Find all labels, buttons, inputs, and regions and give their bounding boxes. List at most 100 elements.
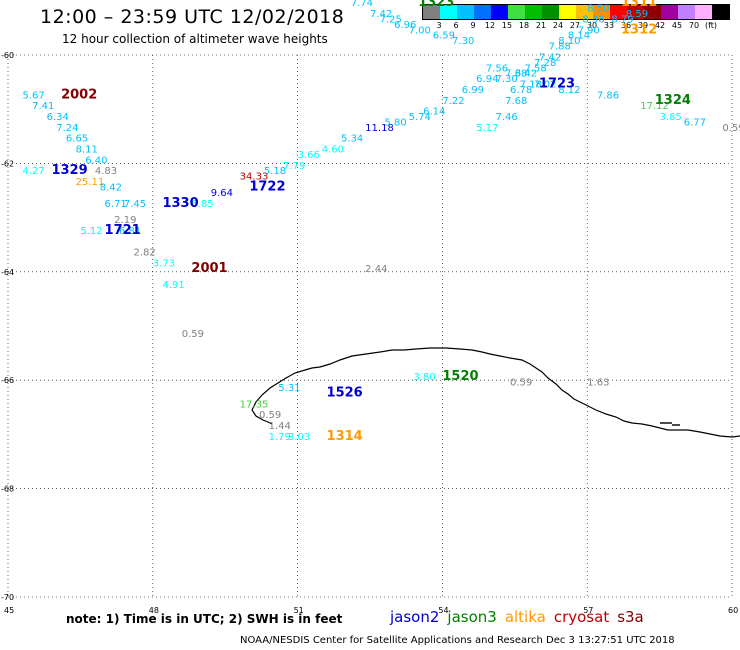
color-scale-label: 6 <box>453 21 459 30</box>
color-swatch <box>474 5 491 19</box>
note-text: note: 1) Time is in UTC; 2) SWH is in fe… <box>66 612 343 626</box>
wave-height-value: 8.14 <box>568 31 590 42</box>
wave-height-value: 7.88 <box>549 42 571 53</box>
wave-height-value: 7.28 <box>534 58 556 69</box>
wave-height-value: 6.85 <box>191 199 213 210</box>
wave-height-value: 4.27 <box>22 166 44 177</box>
wave-height-value: 8.10 <box>558 36 580 47</box>
wave-height-value: 34.33 <box>240 172 269 183</box>
color-swatch <box>661 5 678 19</box>
antarctic-coastline <box>251 347 740 438</box>
color-swatch <box>610 5 627 19</box>
wave-height-value: 5.31 <box>278 383 300 394</box>
wave-height-value: 8.59 <box>626 9 648 20</box>
pass-id: 1329 <box>51 163 87 178</box>
lon-tick-label: 57 <box>583 606 593 615</box>
wave-height-value: 5.67 <box>22 90 44 101</box>
color-swatch <box>712 5 729 19</box>
wave-height-value: 7.41 <box>32 101 54 112</box>
color-scale-label: 12 <box>484 21 496 30</box>
wave-height-value: 7.90 <box>578 25 600 36</box>
wave-height-value: 6.59 <box>433 31 455 42</box>
lon-tick-label: 45 <box>4 606 14 615</box>
color-swatch <box>508 5 525 19</box>
wave-height-value: 7.30 <box>495 74 517 85</box>
lat-tick-label: -60 <box>1 51 14 60</box>
wave-height-value: 0.59 <box>182 329 204 340</box>
wave-height-value: 3.73 <box>153 258 175 269</box>
wave-height-value: 7.24 <box>56 123 78 134</box>
wave-height-value: 7.42 <box>539 52 561 63</box>
wave-height-value: 4.60 <box>322 145 344 156</box>
wave-height-value: 6.34 <box>47 112 69 123</box>
color-swatch <box>576 5 593 19</box>
color-scale-bar <box>422 4 730 20</box>
wave-height-value: 3.85 <box>660 112 682 123</box>
wave-height-value: 7.58 <box>524 63 546 74</box>
wave-height-value: 7.86 <box>597 90 619 101</box>
wave-height-value: 2.44 <box>365 264 387 275</box>
color-scale-label: 70 <box>688 21 700 30</box>
color-swatch <box>695 5 712 19</box>
color-swatch <box>491 5 508 19</box>
wave-height-value: 8.42 <box>100 183 122 194</box>
pass-id: 2001 <box>191 261 227 276</box>
wave-height-labels: 5.677.416.347.246.658.116.40 4.27 25.114.8… <box>22 0 740 443</box>
color-scale-label: 15 <box>501 21 513 30</box>
wave-height-value: 0.59 <box>510 378 532 389</box>
pass-id-labels: 2002 1329 1721 1330 2001 1722 1323 1311 1312 1723… <box>51 0 691 444</box>
pass-id: 1324 <box>655 93 691 108</box>
wave-height-value: 2.19 <box>114 215 136 226</box>
wave-height-value: 6.77 <box>684 117 706 128</box>
wave-height-value: 3.80 <box>413 372 435 383</box>
map-subtitle: 12 hour collection of altimeter wave hei… <box>62 32 328 46</box>
wave-height-value: 7.68 <box>505 96 527 107</box>
wave-height-value: 11.18 <box>365 123 394 134</box>
wave-height-value: 8.50 <box>587 4 609 15</box>
wave-height-value: 5.18 <box>264 166 286 177</box>
wave-height-value: 5.12 <box>80 226 102 237</box>
color-scale-label: 21 <box>535 21 547 30</box>
color-swatch <box>457 5 474 19</box>
color-scale-label: 9 <box>470 21 476 30</box>
lat-tick-label: -64 <box>1 268 14 277</box>
color-scale-label: 42 <box>654 21 666 30</box>
color-swatch <box>542 5 559 19</box>
map-title: 12:00 – 23:59 UTC 12/02/2018 <box>40 6 345 28</box>
wave-height-value: 7.30 <box>452 36 474 47</box>
color-swatch <box>525 5 542 19</box>
lon-tick-label: 48 <box>149 606 159 615</box>
wave-height-value: 7.18 <box>520 80 542 91</box>
legend-altika: altika <box>504 608 546 626</box>
color-scale-label: 24 <box>552 21 564 30</box>
color-swatch <box>423 5 440 19</box>
wave-height-value: 7.74 <box>351 0 373 9</box>
pass-id: 1330 <box>162 196 198 211</box>
axis-labels: 45 48 51 54 57 60 -60 -62 -64 -66 -68 -70 <box>1 51 738 615</box>
wave-height-value: 7.38 <box>505 69 527 80</box>
wave-height-value: 6.81 <box>119 226 141 237</box>
color-swatch <box>627 5 644 19</box>
wave-height-value: 6.65 <box>66 134 88 145</box>
pass-id: 2002 <box>61 87 97 102</box>
satellite-legend: jason2 jason3 altika cryosat s3a <box>390 608 652 626</box>
lat-tick-label: -70 <box>1 593 14 602</box>
wave-height-value: 7.46 <box>495 112 517 123</box>
color-swatch <box>559 5 576 19</box>
wave-height-value: 1.63 <box>587 378 609 389</box>
wave-height-value: 6.14 <box>423 107 445 118</box>
lat-tick-label: -66 <box>1 376 14 385</box>
wave-height-value: 25.11 <box>76 177 105 188</box>
wave-height-value: 6.96 <box>394 20 416 31</box>
wave-height-value: 7.00 <box>409 25 431 36</box>
wave-height-value: 17.35 <box>240 399 269 410</box>
wave-height-value: 0.59 <box>722 123 740 134</box>
wave-height-value: 5.17 <box>476 123 498 134</box>
color-scale-label: 39 <box>637 21 649 30</box>
wave-height-value: 7.25 <box>380 14 402 25</box>
legend-jason2: jason2 <box>390 608 440 626</box>
wave-height-value: 7.22 <box>442 96 464 107</box>
wave-height-value: 6.71 <box>105 199 127 210</box>
color-scale-label: 33 <box>603 21 615 30</box>
color-scale-label: 18 <box>518 21 530 30</box>
